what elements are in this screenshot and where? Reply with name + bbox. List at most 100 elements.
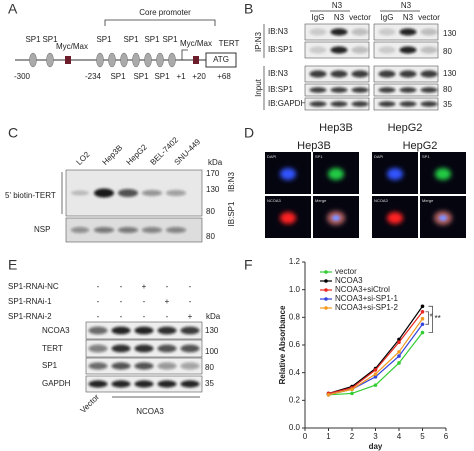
site-label: SP1	[133, 72, 149, 81]
gene-label: TERT	[219, 39, 240, 48]
cell	[387, 212, 403, 224]
myc-site	[65, 56, 71, 64]
sign: +	[165, 297, 170, 306]
band	[142, 227, 162, 233]
bracket	[104, 19, 216, 26]
band	[330, 87, 348, 93]
point	[420, 330, 425, 335]
y-tick-label: 0.0	[289, 423, 301, 432]
x-axis-label: day	[369, 442, 383, 451]
band	[378, 28, 396, 36]
y-tick-label: 1.0	[289, 285, 301, 294]
panel-label: C	[8, 125, 18, 141]
annotation: *	[430, 312, 433, 321]
x-tick-label: 1	[326, 432, 331, 441]
sign: -	[166, 312, 169, 321]
lane-label: IgG	[381, 13, 394, 22]
band	[94, 188, 114, 198]
group-label: N3	[332, 1, 343, 10]
row-label: IB:SP1	[268, 45, 293, 54]
site-label: SP1	[162, 35, 178, 44]
band	[378, 87, 396, 93]
probe-label: IB:SP1	[227, 201, 236, 226]
marker: 170	[206, 169, 220, 178]
point	[326, 393, 331, 397]
panel-label: B	[244, 1, 253, 17]
lane-label: HepG2	[125, 142, 150, 167]
marker: 35	[443, 100, 452, 109]
band	[351, 46, 369, 54]
group-label: NCOA3	[136, 407, 164, 416]
band	[180, 344, 200, 353]
band	[111, 344, 131, 353]
point	[397, 350, 401, 354]
band	[157, 344, 177, 353]
y-tick-label: 0.4	[289, 368, 301, 377]
x-tick-label: 6	[444, 432, 449, 441]
atg-box	[205, 52, 237, 68]
site-label: Myc/Max	[180, 39, 212, 48]
band	[118, 189, 138, 197]
tss-arrow	[181, 49, 188, 60]
band	[118, 227, 138, 233]
band	[134, 326, 154, 335]
lane-label: N3	[403, 13, 414, 22]
position: +20	[192, 72, 206, 81]
lane-label: LO2	[75, 149, 92, 166]
cell	[280, 212, 296, 224]
group-label: N3	[401, 1, 412, 10]
series-line	[328, 311, 423, 395]
band	[309, 46, 327, 54]
condition: SP1-RNAi-2	[8, 312, 52, 321]
side-label: IP:N3	[254, 31, 263, 52]
band	[330, 101, 348, 107]
band	[134, 344, 154, 353]
condition: SP1-RNAi-1	[8, 297, 52, 306]
band	[157, 362, 177, 370]
cell	[280, 168, 296, 180]
sign: -	[97, 282, 100, 291]
point	[373, 375, 378, 379]
site-label: SP1	[25, 35, 41, 44]
x-tick-label: 5	[420, 432, 425, 441]
band	[157, 380, 177, 388]
legend-label: NCOA3+si-SP1-2	[335, 303, 398, 312]
band	[399, 28, 417, 36]
band	[111, 380, 131, 388]
point	[420, 316, 425, 321]
group-label: Vector	[78, 392, 101, 415]
legend-label: NCOA3+si-SP1-1	[335, 294, 398, 303]
band	[330, 46, 348, 54]
marker: 130	[443, 29, 457, 38]
band	[420, 46, 438, 54]
band	[309, 101, 327, 107]
sites	[29, 52, 199, 68]
legend-label: NCOA3+siCtrol	[335, 285, 390, 294]
band	[420, 70, 438, 78]
x-tick-label: 2	[350, 432, 355, 441]
band	[88, 326, 108, 335]
sp1-site	[96, 52, 104, 68]
channel-label: Merge	[315, 198, 327, 203]
signs: - - + - - - - - + - - - - - +	[97, 282, 193, 321]
marker: 130	[443, 69, 457, 78]
sp1-site	[46, 52, 54, 68]
marker: 100	[205, 347, 219, 356]
band	[157, 326, 177, 335]
sp1-site	[29, 52, 37, 68]
site-label: SP1	[42, 35, 58, 44]
band	[88, 362, 108, 370]
position: -234	[85, 72, 102, 81]
band	[94, 227, 114, 233]
marker: 80	[206, 207, 215, 216]
band	[420, 101, 438, 107]
channel-label: NCOA3	[374, 198, 389, 203]
sign: -	[120, 282, 123, 291]
sp1-site	[156, 52, 164, 68]
band	[166, 190, 186, 196]
band	[309, 28, 327, 36]
band	[88, 380, 108, 388]
sign: -	[97, 312, 100, 321]
y-tick-label: 0.2	[289, 395, 301, 404]
panel-label: F	[244, 257, 253, 273]
